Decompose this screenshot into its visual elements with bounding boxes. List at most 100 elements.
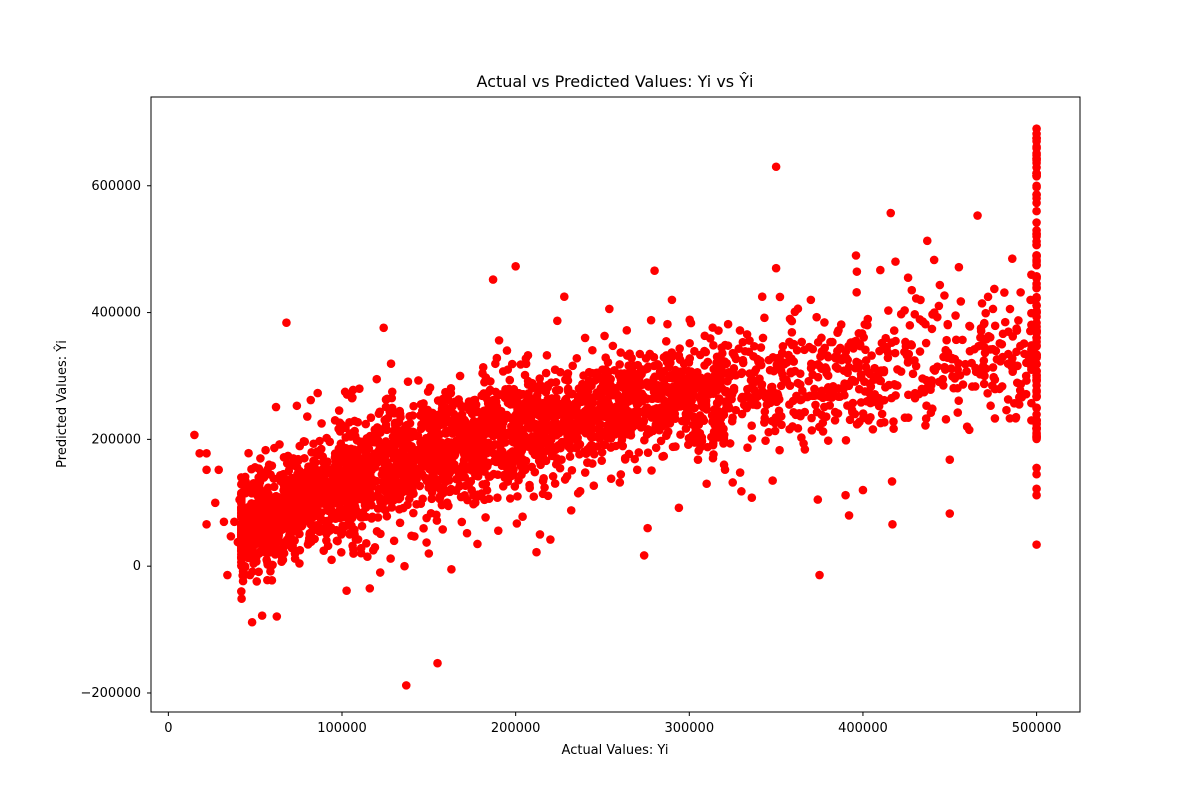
scatter-point (256, 536, 266, 545)
scatter-point (491, 387, 501, 397)
scatter-point (223, 570, 232, 580)
scatter-point (983, 292, 993, 302)
scatter-point (882, 342, 891, 352)
scatter-point (762, 400, 772, 409)
scatter-point (747, 421, 756, 431)
scatter-point (541, 368, 551, 378)
scatter-point (721, 359, 731, 369)
scatter-point (621, 389, 631, 399)
scatter-point (953, 365, 962, 374)
scatter-point (237, 530, 246, 539)
scatter-point (933, 362, 942, 371)
scatter-point (940, 362, 949, 372)
scatter-point (1032, 282, 1041, 292)
scatter-point (782, 375, 791, 385)
scatter-point (313, 388, 322, 398)
scatter-point (219, 517, 229, 527)
plot-area (190, 124, 1041, 690)
scatter-point (1012, 361, 1022, 371)
scatter-point (254, 567, 264, 577)
scatter-point (675, 344, 684, 353)
scatter-point (804, 342, 814, 352)
scatter-point (723, 319, 733, 329)
scatter-point (874, 393, 884, 403)
scatter-point (760, 413, 770, 423)
scatter-point (589, 481, 599, 490)
scatter-point (530, 467, 540, 477)
scatter-point (395, 505, 404, 514)
scatter-point (595, 406, 605, 416)
scatter-point (942, 335, 951, 345)
scatter-point (622, 326, 632, 335)
scatter-point (543, 491, 553, 501)
scatter-point (630, 384, 640, 393)
scatter-point (911, 361, 921, 371)
scatter-point (363, 552, 372, 562)
scatter-point (255, 547, 265, 556)
scatter-point (269, 482, 279, 492)
scatter-point (857, 329, 867, 338)
scatter-point (941, 345, 950, 355)
scatter-point (1032, 240, 1041, 250)
scatter-point (412, 500, 421, 509)
scatter-point (1032, 540, 1041, 549)
scatter-point (454, 429, 464, 439)
scatter-point (948, 372, 957, 381)
scatter-point (334, 406, 344, 415)
scatter-point (440, 444, 450, 454)
scatter-point (422, 513, 431, 523)
scatter-point (764, 427, 773, 437)
scatter-point (683, 440, 693, 450)
scatter-point (518, 458, 528, 468)
scatter-point (858, 485, 868, 495)
scatter-point (998, 329, 1008, 339)
scatter-point (605, 304, 614, 314)
scatter-point (330, 416, 340, 425)
scatter-point (1032, 308, 1041, 317)
scatter-point (795, 369, 805, 378)
scatter-point (309, 439, 318, 449)
scatter-point (611, 441, 620, 451)
x-axis-ticks: 0 100000 200000 300000 400000 500000 (164, 712, 1061, 736)
scatter-point (831, 362, 841, 372)
scatter-point (685, 354, 695, 363)
scatter-point (276, 507, 285, 517)
scatter-point (550, 479, 560, 488)
scatter-point (709, 389, 718, 398)
scatter-point (565, 452, 575, 461)
scatter-point (501, 413, 511, 422)
scatter-point (821, 412, 831, 421)
scatter-point (760, 313, 769, 323)
scatter-point (668, 442, 678, 452)
scatter-point (260, 527, 270, 537)
scatter-point (616, 470, 626, 479)
scatter-point (902, 351, 912, 360)
scatter-point (247, 617, 257, 627)
scatter-point (490, 407, 500, 417)
scatter-point (945, 455, 955, 464)
scatter-point (469, 395, 479, 405)
scatter-point (815, 361, 824, 371)
scatter-point (440, 465, 450, 475)
scatter-point (1032, 322, 1041, 332)
y-axis-title: Predicted Values: Ŷi (54, 340, 70, 468)
scatter-point (512, 519, 522, 528)
scatter-point (518, 512, 527, 522)
scatter-point (818, 393, 828, 403)
scatter-point (572, 353, 582, 363)
scatter-point (1032, 431, 1041, 441)
scatter-point (349, 549, 358, 558)
scatter-point (812, 312, 821, 322)
scatter-point (535, 374, 545, 383)
scatter-point (548, 428, 557, 437)
scatter-point (403, 500, 412, 510)
scatter-point (649, 374, 658, 384)
scatter-point (719, 460, 729, 470)
scatter-point (243, 534, 253, 544)
scatter-point (712, 365, 722, 374)
scatter-point (361, 458, 370, 468)
scatter-point (807, 426, 817, 435)
scatter-point (355, 384, 364, 393)
